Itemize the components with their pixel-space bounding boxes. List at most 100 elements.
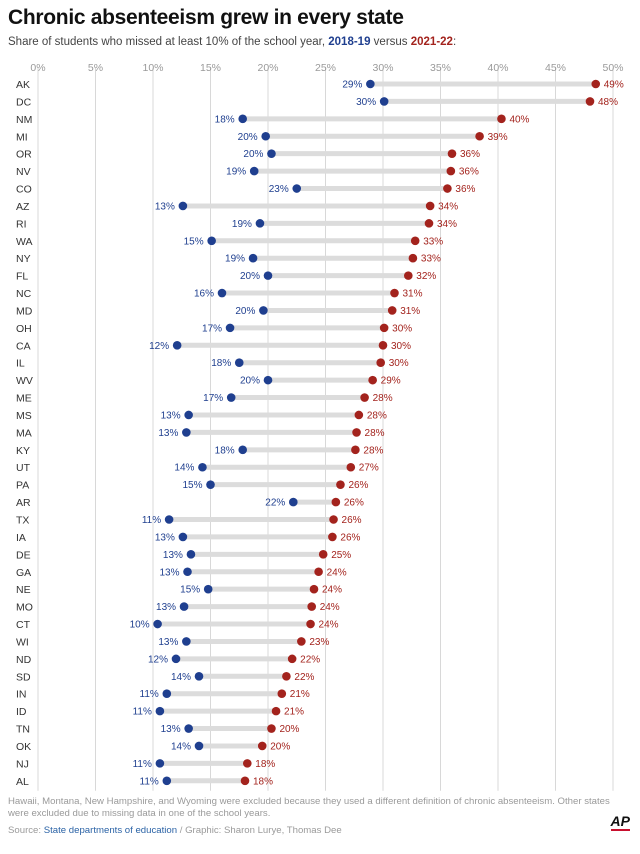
state-label: MO — [16, 602, 33, 614]
point-2021-22 — [351, 445, 360, 455]
ap-logo: AP — [610, 813, 630, 831]
point-2018-19 — [267, 149, 276, 158]
state-label: NJ — [16, 758, 29, 770]
value-label-2021-22: 33% — [421, 254, 441, 265]
point-2021-22 — [425, 201, 435, 211]
value-label-2018-19: 13% — [161, 410, 181, 421]
state-label: AK — [16, 79, 30, 91]
point-2018-19 — [171, 654, 181, 664]
value-label-2021-22: 25% — [331, 550, 351, 561]
point-2018-19 — [366, 79, 375, 89]
state-label: ME — [16, 393, 32, 405]
point-2018-19 — [255, 219, 265, 228]
value-label-2018-19: 15% — [180, 585, 200, 596]
point-2021-22 — [585, 97, 595, 106]
value-label-2021-22: 23% — [309, 637, 329, 648]
value-label-2021-22: 26% — [348, 480, 368, 491]
point-2018-19 — [207, 236, 216, 246]
point-2021-22 — [352, 428, 361, 437]
point-2021-22 — [404, 271, 413, 280]
state-label: ID — [16, 706, 27, 718]
value-label-2018-19: 30% — [356, 97, 376, 108]
value-label-2021-22: 28% — [365, 428, 385, 439]
x-tick-label: 10% — [142, 62, 163, 74]
state-label: MI — [16, 131, 28, 143]
point-2021-22 — [408, 253, 418, 263]
chart-subtitle: Share of students who missed at least 10… — [8, 36, 456, 48]
point-2018-19 — [198, 462, 207, 472]
point-2018-19 — [217, 288, 227, 298]
value-label-2021-22: 22% — [300, 654, 320, 665]
value-label-2018-19: 18% — [211, 358, 231, 369]
value-label-2018-19: 29% — [342, 80, 362, 91]
point-2021-22 — [307, 602, 317, 611]
point-2018-19 — [162, 776, 172, 786]
x-tick-label: 40% — [487, 62, 508, 74]
point-2021-22 — [257, 741, 267, 751]
point-2021-22 — [379, 323, 389, 333]
x-tick-label: 35% — [430, 62, 451, 74]
point-2018-19 — [184, 724, 193, 733]
state-label: CO — [16, 184, 32, 196]
point-2021-22 — [424, 219, 434, 228]
value-label-2021-22: 20% — [270, 741, 290, 752]
point-2018-19 — [183, 567, 192, 577]
point-2018-19 — [261, 131, 271, 141]
state-label: FL — [16, 271, 28, 283]
value-label-2018-19: 18% — [215, 445, 235, 456]
value-label-2021-22: 30% — [391, 341, 411, 352]
state-label: CA — [16, 340, 31, 352]
value-label-2018-19: 14% — [171, 741, 191, 752]
point-2018-19 — [292, 184, 302, 193]
point-2021-22 — [475, 131, 484, 141]
state-label: UT — [16, 462, 31, 474]
value-label-2018-19: 13% — [161, 724, 181, 735]
value-label-2021-22: 21% — [284, 707, 304, 718]
x-tick-label: 5% — [88, 62, 103, 74]
point-2018-19 — [263, 375, 273, 385]
value-label-2021-22: 24% — [322, 585, 342, 596]
point-2021-22 — [314, 567, 323, 577]
value-label-2021-22: 21% — [290, 689, 310, 700]
value-label-2021-22: 31% — [400, 306, 420, 317]
point-2018-19 — [184, 410, 193, 420]
dumbbell-chart: 0% 5% 10% 15% 20% 25% 30% 35% 40% 45% 50% AK 29% 49% D… — [16, 62, 624, 791]
state-label: AR — [16, 497, 31, 509]
x-tick-label: 50% — [602, 62, 623, 74]
value-label-2021-22: 26% — [340, 532, 360, 543]
value-label-2018-19: 13% — [158, 428, 178, 439]
source-link[interactable]: State departments of education — [43, 825, 178, 836]
point-2018-19 — [249, 166, 259, 176]
state-label: DE — [16, 549, 31, 561]
point-2018-19 — [248, 253, 258, 263]
point-2018-19 — [379, 97, 389, 106]
value-label-2021-22: 28% — [367, 410, 387, 421]
point-2021-22 — [331, 497, 341, 507]
value-label-2018-19: 20% — [235, 306, 255, 317]
legend-2021-22: 2021-22 — [410, 36, 453, 48]
value-label-2018-19: 15% — [182, 480, 202, 491]
value-label-2021-22: 34% — [438, 201, 458, 212]
state-label: NY — [16, 253, 31, 265]
point-2021-22 — [376, 358, 386, 368]
value-label-2021-22: 26% — [344, 498, 364, 509]
value-label-2021-22: 34% — [437, 219, 457, 230]
state-label: ND — [16, 654, 32, 666]
subtitle-suffix: : — [452, 36, 457, 48]
state-label: MD — [16, 305, 33, 317]
value-label-2018-19: 12% — [149, 341, 169, 352]
state-label: CT — [16, 619, 31, 631]
state-label: NM — [16, 114, 32, 126]
point-2021-22 — [497, 114, 506, 124]
state-label: MS — [16, 410, 32, 422]
state-label: KY — [16, 445, 30, 457]
value-label-2018-19: 20% — [243, 149, 263, 160]
value-label-2021-22: 36% — [460, 149, 480, 160]
value-label-2021-22: 28% — [363, 445, 383, 456]
value-label-2021-22: 24% — [320, 602, 340, 613]
value-label-2018-19: 20% — [240, 271, 260, 282]
point-2018-19 — [178, 201, 188, 211]
value-label-2018-19: 19% — [226, 167, 246, 178]
value-label-2021-22: 40% — [509, 114, 529, 125]
value-label-2021-22: 30% — [389, 358, 409, 369]
